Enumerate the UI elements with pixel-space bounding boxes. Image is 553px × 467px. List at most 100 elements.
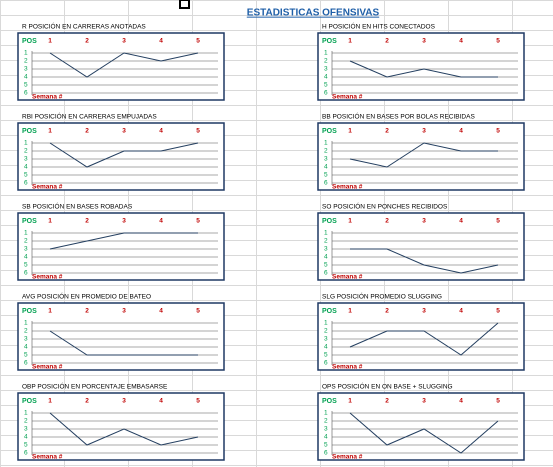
y-tick-label: 3: [324, 156, 328, 163]
y-tick-label: 4: [24, 164, 28, 171]
x-tick-label: 1: [348, 218, 352, 225]
y-axis-label: POS: [322, 128, 337, 135]
y-tick-label: 2: [324, 418, 328, 425]
x-tick-label: 3: [422, 218, 426, 225]
x-tick-label: 1: [48, 128, 52, 135]
x-axis-label: Semana #: [32, 184, 63, 191]
y-tick-label: 3: [24, 246, 28, 253]
x-tick-label: 4: [459, 218, 463, 225]
x-tick-label: 2: [385, 398, 389, 405]
y-tick-label: 3: [24, 426, 28, 433]
chart-title: AVG POSICIÓN EN PROMEDIO DE BATEO: [22, 292, 151, 301]
x-tick-label: 4: [159, 218, 163, 225]
y-tick-label: 2: [324, 148, 328, 155]
chart-title: OBP POSICIÓN EN PORCENTAJE EMBASARSE: [22, 382, 168, 391]
y-tick-label: 3: [324, 66, 328, 73]
series-line: [49, 330, 198, 356]
series-line: [49, 412, 199, 446]
y-axis-label: POS: [322, 218, 337, 225]
y-tick-label: 5: [24, 172, 28, 179]
x-tick-label: 1: [348, 128, 352, 135]
x-tick-label: 3: [422, 308, 426, 315]
x-tick-label: 5: [496, 218, 500, 225]
y-axis-label: POS: [22, 308, 37, 315]
x-tick-label: 1: [48, 308, 52, 315]
y-tick-label: 4: [24, 254, 28, 261]
y-axis-label: POS: [22, 218, 37, 225]
y-tick-label: 2: [324, 328, 328, 335]
y-tick-label: 4: [24, 344, 28, 351]
x-tick-label: 1: [48, 398, 52, 405]
y-axis-label: POS: [322, 38, 337, 45]
y-tick-label: 1: [324, 230, 328, 237]
x-tick-label: 2: [85, 308, 89, 315]
x-axis-label: Semana #: [332, 274, 363, 281]
x-axis-label: Semana #: [332, 184, 363, 191]
page-title: ESTADISTICAS OFENSIVAS: [247, 8, 380, 19]
chart-frame: [317, 32, 525, 101]
y-tick-label: 5: [324, 172, 328, 179]
series-line: [350, 248, 499, 274]
x-tick-label: 2: [85, 218, 89, 225]
series-line: [349, 412, 499, 454]
chart-title: SLG POSICIÓN PROMEDIO SLUGGING: [322, 292, 442, 301]
y-tick-label: 4: [324, 434, 328, 441]
chart-title: RBI POSICIÓN EN CARRERAS EMPUJADAS: [22, 112, 157, 121]
y-axis-label: POS: [22, 38, 37, 45]
y-tick-label: 6: [324, 180, 328, 187]
y-tick-label: 6: [324, 360, 328, 367]
series-line: [349, 60, 498, 78]
y-tick-label: 5: [324, 352, 328, 359]
chart-frame: [317, 212, 525, 281]
y-tick-label: 6: [24, 90, 28, 97]
chart-title: SO POSICIÓN EN PONCHES RECIBIDOS: [322, 202, 448, 211]
y-tick-label: 3: [324, 246, 328, 253]
x-tick-label: 1: [348, 308, 352, 315]
chart-title: SB POSICIÓN EN BASES ROBADAS: [22, 202, 133, 211]
y-tick-label: 6: [324, 270, 328, 277]
y-tick-label: 6: [24, 450, 28, 457]
y-tick-label: 3: [24, 336, 28, 343]
x-tick-label: 1: [48, 38, 52, 45]
y-tick-label: 6: [24, 270, 28, 277]
x-tick-label: 3: [122, 38, 126, 45]
x-tick-label: 5: [496, 308, 500, 315]
x-tick-label: 4: [159, 38, 163, 45]
series-line: [49, 52, 199, 78]
chart-frame: [17, 392, 225, 461]
x-axis-label: Semana #: [332, 94, 363, 101]
y-tick-label: 2: [24, 418, 28, 425]
y-tick-label: 6: [24, 180, 28, 187]
chart-frame: [17, 212, 225, 281]
chart-frame: [17, 302, 225, 371]
chart-frame: [17, 122, 225, 191]
x-tick-label: 3: [422, 398, 426, 405]
y-tick-label: 5: [24, 352, 28, 359]
x-tick-label: 5: [196, 218, 200, 225]
x-tick-label: 5: [496, 128, 500, 135]
y-tick-label: 4: [324, 344, 328, 351]
chart-frame: [17, 32, 225, 101]
selection-handle: [179, 0, 190, 9]
y-tick-label: 1: [324, 320, 328, 327]
y-tick-label: 5: [324, 262, 328, 269]
chart-title: H POSICIÓN EN HITS CONECTADOS: [322, 22, 436, 31]
x-axis-label: Semana #: [332, 364, 363, 371]
y-tick-label: 2: [324, 238, 328, 245]
chart-title: BB POSICIÓN EN BASES POR BOLAS RECIBIDAS: [322, 112, 475, 121]
x-tick-label: 2: [85, 128, 89, 135]
y-tick-label: 2: [24, 328, 28, 335]
y-tick-label: 4: [324, 74, 328, 81]
x-tick-label: 1: [348, 38, 352, 45]
x-tick-label: 2: [85, 38, 89, 45]
y-tick-label: 1: [324, 140, 328, 147]
x-tick-label: 4: [459, 38, 463, 45]
chart-frame: [317, 392, 525, 461]
x-tick-label: 4: [159, 398, 163, 405]
x-tick-label: 5: [496, 38, 500, 45]
y-tick-label: 6: [324, 90, 328, 97]
x-tick-label: 4: [159, 308, 163, 315]
x-tick-label: 4: [459, 308, 463, 315]
